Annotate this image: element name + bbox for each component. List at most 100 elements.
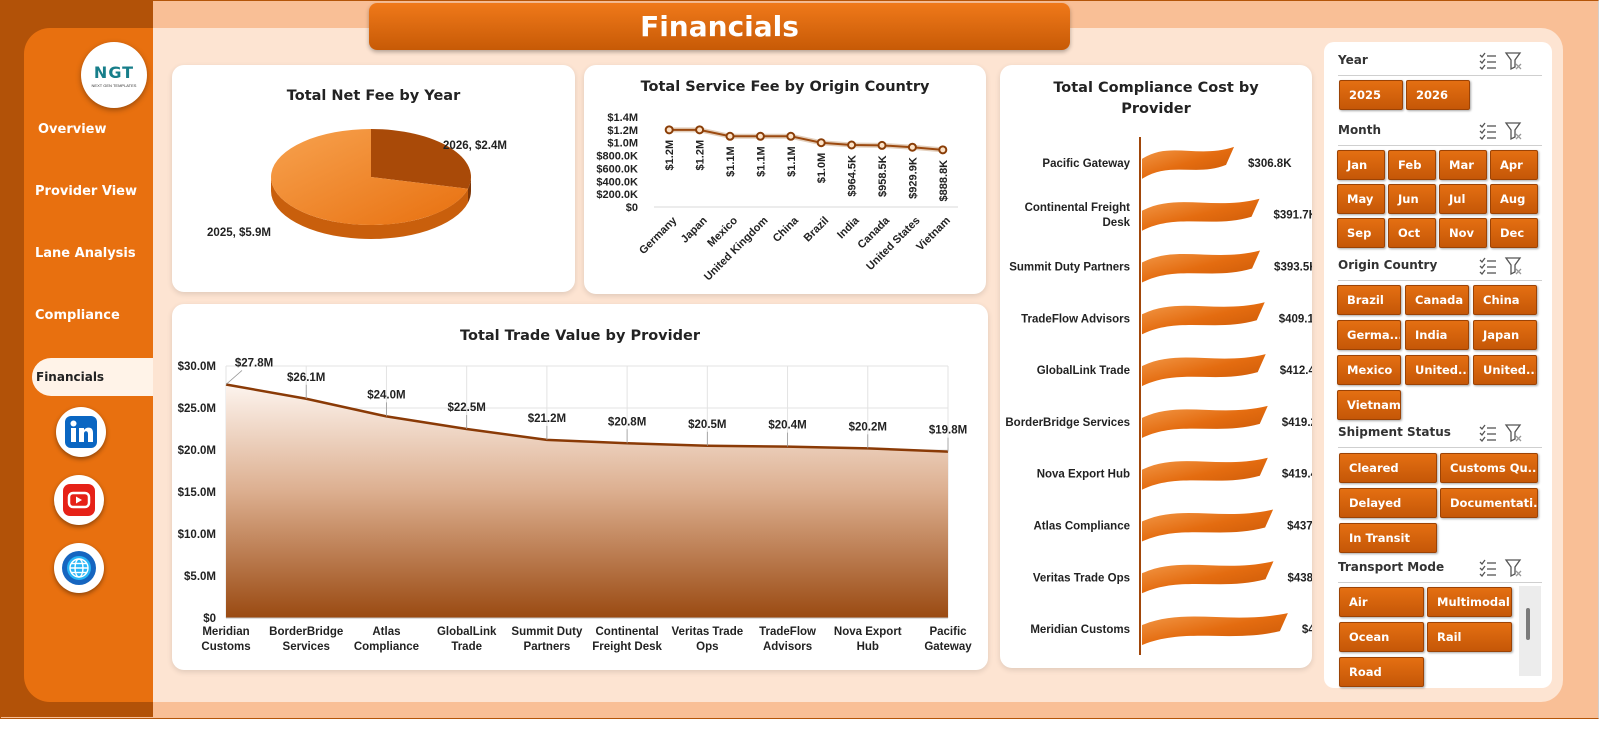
nav-label: Overview (38, 121, 107, 137)
slicer-button-month[interactable]: Apr (1490, 150, 1538, 180)
area-ytick: $15.0M (178, 487, 216, 499)
slicer-button-origin[interactable]: United... (1405, 355, 1469, 385)
youtube-button[interactable] (54, 475, 104, 525)
line-point (664, 125, 674, 135)
pie-slice-2025 (271, 129, 468, 226)
nav-overview[interactable]: Overview (24, 110, 166, 148)
slicer-button-month[interactable]: Aug (1490, 184, 1538, 214)
multi-select-and-clear-filter-icon[interactable] (1478, 256, 1524, 276)
area-category-label: Advisors (763, 641, 812, 653)
compliance-bar (1142, 613, 1288, 646)
slicer-button-status[interactable]: Documentati... (1440, 488, 1538, 518)
multi-select-and-clear-filter-icon[interactable] (1478, 51, 1524, 71)
transport-scrollbar[interactable] (1519, 586, 1541, 676)
nav-provider-view[interactable]: Provider View (24, 172, 163, 210)
area-leader-line (225, 370, 243, 385)
slicer-button-transport[interactable]: Ocean (1339, 622, 1424, 652)
area-category-label: BorderBridge (269, 626, 343, 638)
slicer-title: Month (1338, 123, 1382, 137)
area-category-label: Nova Export (834, 626, 902, 638)
slicer-button-origin[interactable]: India (1405, 320, 1469, 350)
linkedin-button[interactable] (56, 407, 106, 457)
slicer-header-status: Shipment Status (1338, 423, 1542, 448)
nav-compliance[interactable]: Compliance (24, 296, 163, 334)
compliance-value-label: $409.1K (1279, 313, 1312, 325)
compliance-value-label: $437.0K (1287, 521, 1312, 533)
slicer-button-transport[interactable]: Rail (1427, 622, 1512, 652)
slicer-button-transport[interactable]: Multimodal (1427, 587, 1512, 617)
nav-lane-analysis[interactable]: Lane Analysis (24, 234, 163, 272)
slicer-button-origin[interactable]: Canada (1405, 285, 1469, 315)
pie-label-2026: 2026, $2.4M (443, 140, 507, 152)
logo: NGT NEXT GEN TEMPLATES (81, 42, 147, 108)
website-button[interactable] (54, 543, 104, 593)
nav-label: Provider View (35, 183, 137, 199)
compliance-category-label: Nova Export Hub (1037, 469, 1130, 481)
area-category-label: Compliance (354, 641, 419, 653)
line-category-label: China (771, 214, 802, 245)
slicer-header-year: Year (1338, 51, 1542, 76)
compliance-bar (1142, 302, 1265, 335)
area-data-label: $20.5M (688, 419, 726, 431)
slicer-button-month[interactable]: Jan (1337, 150, 1385, 180)
compliance-value-label: $438.3K (1287, 572, 1312, 584)
slicer-title: Shipment Status (1338, 425, 1451, 439)
line-point (725, 131, 735, 141)
multi-select-and-clear-filter-icon[interactable] (1478, 423, 1524, 443)
trade-value-card: Total Trade Value by Provider $0 $5.0M $10… (172, 304, 988, 670)
slicer-button-origin[interactable]: Brazil (1337, 285, 1401, 315)
slicer-button-month[interactable]: Jun (1388, 184, 1436, 214)
multi-select-and-clear-filter-icon[interactable] (1478, 558, 1524, 578)
compliance-category-label: Summit Duty Partners (1009, 262, 1130, 274)
slicer-button-month[interactable]: Nov (1439, 218, 1487, 248)
compliance-category-label: Atlas Compliance (1034, 521, 1131, 533)
slicer-button-origin[interactable]: United... (1473, 355, 1537, 385)
slicer-button-transport[interactable]: Air (1339, 587, 1424, 617)
slicer-button-month[interactable]: Oct (1388, 218, 1436, 248)
slicer-button-status[interactable]: In Transit (1339, 523, 1437, 553)
slicer-button-month[interactable]: Dec (1490, 218, 1538, 248)
transport-scrollbar-thumb[interactable] (1526, 608, 1530, 640)
slicer-button-month[interactable]: Mar (1439, 150, 1487, 180)
nav-financials[interactable]: Financials (32, 358, 154, 396)
area-data-label: $22.5M (447, 402, 485, 414)
line-point (938, 145, 948, 155)
compliance-value-label: $391.7K (1274, 210, 1312, 222)
compliance-value-label: $419.2K (1282, 417, 1312, 429)
slicer-button-year[interactable]: 2025 (1339, 80, 1403, 110)
line-point (755, 131, 765, 141)
logo-text: NGT (93, 62, 135, 82)
slicer-button-origin[interactable]: Vietnam (1337, 390, 1401, 420)
compliance-value-label: $419.4K (1282, 469, 1312, 481)
compliance-category-label: TradeFlow Advisors (1021, 313, 1130, 325)
slicer-button-month[interactable]: Jul (1439, 184, 1487, 214)
area-category-label: Partners (524, 641, 571, 653)
pie-slice-side (467, 177, 471, 203)
slicer-button-origin[interactable]: Japan (1473, 320, 1537, 350)
compliance-title-line-2: Provider (1121, 101, 1191, 117)
area-category-label: Services (283, 641, 330, 653)
slicer-button-status[interactable]: Cleared (1339, 453, 1437, 483)
line-category-label: United States (864, 215, 922, 273)
slicer-button-origin[interactable]: Germa... (1337, 320, 1401, 350)
line-category-label: India (835, 214, 862, 241)
compliance-bar (1142, 405, 1268, 438)
area-data-label: $24.0M (367, 389, 405, 401)
slicer-button-transport[interactable]: Road (1339, 657, 1424, 687)
linkedin-icon (65, 416, 97, 448)
area-data-label: $20.2M (849, 421, 887, 433)
slicer-button-month[interactable]: Sep (1337, 218, 1385, 248)
compliance-category-label: BorderBridge Services (1005, 417, 1130, 429)
area-line (225, 383, 949, 453)
slicer-button-year[interactable]: 2026 (1406, 80, 1470, 110)
area-data-label: $27.8M (235, 357, 273, 369)
slicer-button-month[interactable]: Feb (1388, 150, 1436, 180)
slicer-button-origin[interactable]: China (1473, 285, 1537, 315)
slicer-button-status[interactable]: Customs Qu... (1440, 453, 1538, 483)
slicer-button-month[interactable]: May (1337, 184, 1385, 214)
area-ytick: $10.0M (178, 529, 216, 541)
multi-select-and-clear-filter-icon[interactable] (1478, 121, 1524, 141)
slicer-button-origin[interactable]: Mexico (1337, 355, 1401, 385)
compliance-value-label: $393.5K (1274, 262, 1312, 274)
slicer-button-status[interactable]: Delayed (1339, 488, 1437, 518)
